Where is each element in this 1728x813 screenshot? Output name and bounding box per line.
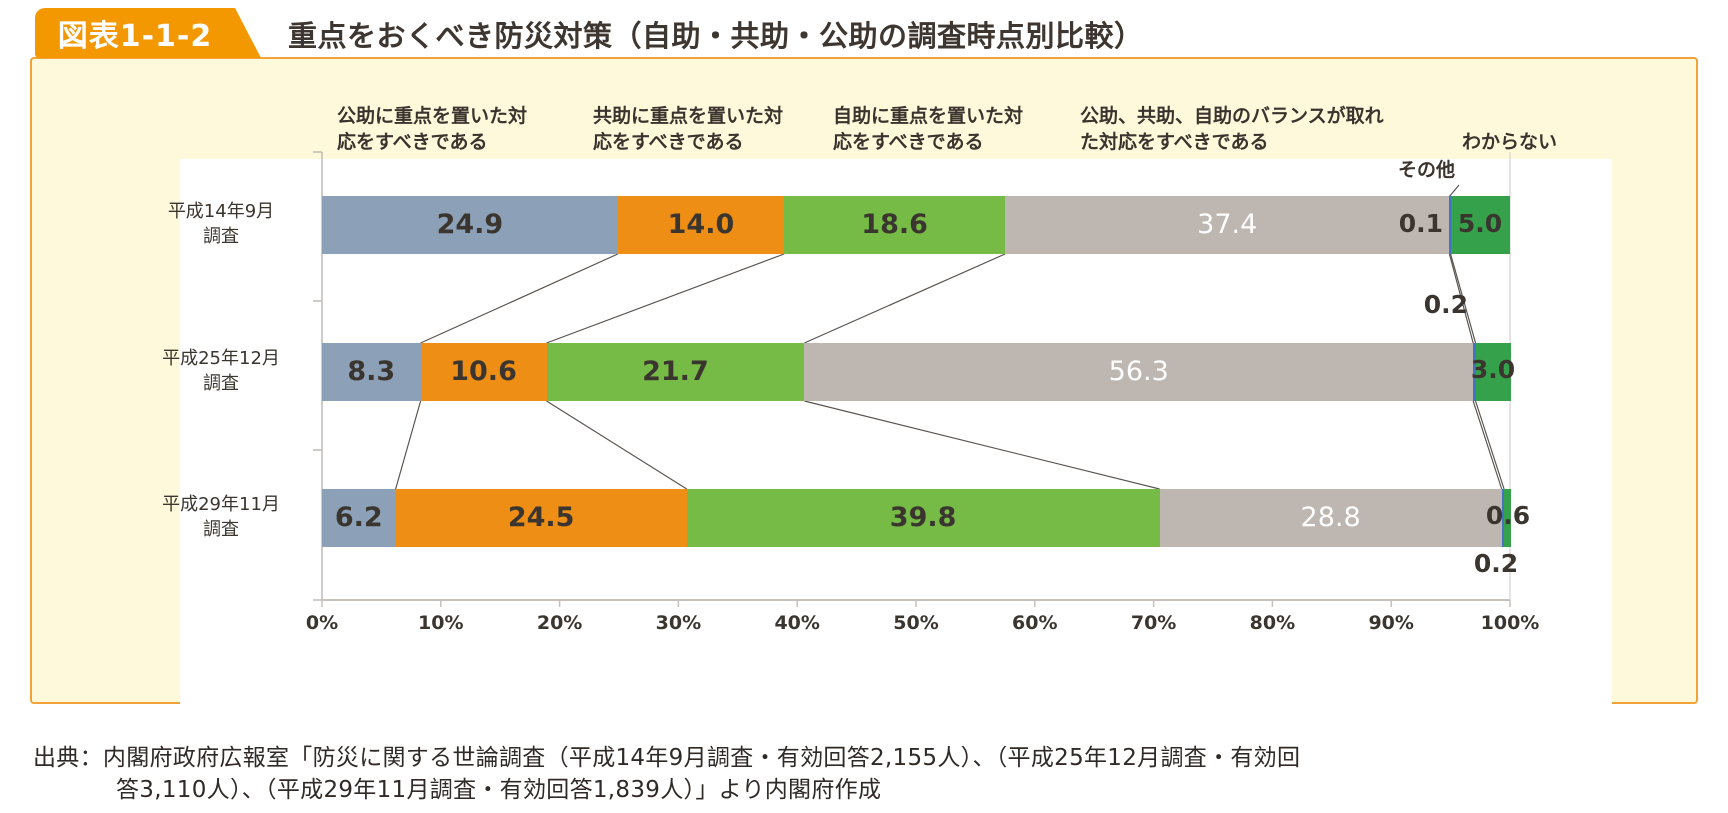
value-label: 56.3 <box>1108 356 1169 387</box>
bar-segment <box>1159 489 1502 547</box>
x-axis-tick-label: 70% <box>1130 612 1177 634</box>
value-label: 18.6 <box>861 209 928 240</box>
x-axis-tick-label: 0% <box>305 612 339 634</box>
value-label: 39.8 <box>889 502 957 533</box>
value-label: 24.9 <box>436 209 504 240</box>
value-label: 6.2 <box>334 502 383 533</box>
x-axis-tick-label: 100% <box>1480 612 1540 634</box>
x-axis-tick-label: 80% <box>1249 612 1296 634</box>
x-axis-tick-label: 60% <box>1012 612 1058 634</box>
bar-segment <box>546 343 805 401</box>
bar-segment <box>420 343 547 401</box>
y-axis-category-label: 平成14年9月 調査 <box>167 201 275 247</box>
figure-number-badge: 図表1-1-2 <box>35 8 235 58</box>
value-label: 21.7 <box>642 356 709 387</box>
x-axis-tick-label: 30% <box>655 612 702 634</box>
value-label: 0.1 <box>1398 209 1443 238</box>
source-text-line1: 出典：内閣府政府広報室「防災に関する世論調査（平成14年9月調査・有効回答2,1… <box>33 745 1301 771</box>
bar-segment <box>1005 196 1450 254</box>
series-header-label: 公助に重点を置いた対 応をすべきである <box>337 105 528 153</box>
value-label: 8.3 <box>347 356 396 387</box>
bar-segment <box>617 196 785 254</box>
figure-title: 重点をおくべき防災対策（自助・共助・公助の調査時点別比較） <box>288 19 1144 53</box>
series-header-label: 自助に重点を置いた対 応をすべきである <box>833 105 1024 153</box>
bar-segment <box>1475 343 1512 401</box>
y-axis-category-label: 平成25年12月 調査 <box>162 348 280 394</box>
bar-segment <box>322 343 421 401</box>
x-axis-tick-label: 40% <box>774 612 820 634</box>
value-label: 5.0 <box>1457 209 1503 238</box>
x-axis-tick-label: 90% <box>1368 612 1414 634</box>
bar-segment <box>1501 489 1505 547</box>
value-label: 3.0 <box>1470 355 1516 384</box>
value-label: 24.5 <box>507 502 575 533</box>
bar-segment <box>395 489 687 547</box>
bar-segment <box>1449 196 1451 254</box>
bar-segment <box>322 196 618 254</box>
series-header-label: 共助に重点を置いた対 応をすべきである <box>593 105 784 153</box>
value-label: 28.8 <box>1300 502 1361 533</box>
value-label: 14.0 <box>667 209 735 240</box>
value-label: 0.6 <box>1485 501 1531 530</box>
series-header-label: その他 <box>1398 159 1456 181</box>
x-axis-tick-label: 20% <box>536 612 583 634</box>
x-axis-tick-label: 50% <box>893 612 939 634</box>
value-label: 0.2 <box>1473 549 1519 578</box>
bar-segment <box>1473 343 1476 401</box>
bar-segment <box>804 343 1474 401</box>
x-axis-tick-label: 10% <box>418 612 464 634</box>
bar-segment <box>322 489 396 547</box>
series-header-label: 公助、共助、自助のバランスが取れ た対応をすべきである <box>1080 105 1384 153</box>
source-text-line2: 答3,110人）、（平成29年11月調査・有効回答1,839人）」より内閣府作成 <box>116 777 882 803</box>
value-label: 37.4 <box>1197 209 1258 240</box>
value-label: 0.2 <box>1423 290 1468 319</box>
value-label: 10.6 <box>450 356 517 387</box>
bar-segment <box>784 196 1006 254</box>
bar-segment <box>1450 196 1510 254</box>
bar-segment <box>686 489 1160 547</box>
bar-segment <box>1504 489 1512 547</box>
y-axis-category-label: 平成29年11月 調査 <box>162 494 280 540</box>
series-header-label: わからない <box>1462 131 1558 153</box>
